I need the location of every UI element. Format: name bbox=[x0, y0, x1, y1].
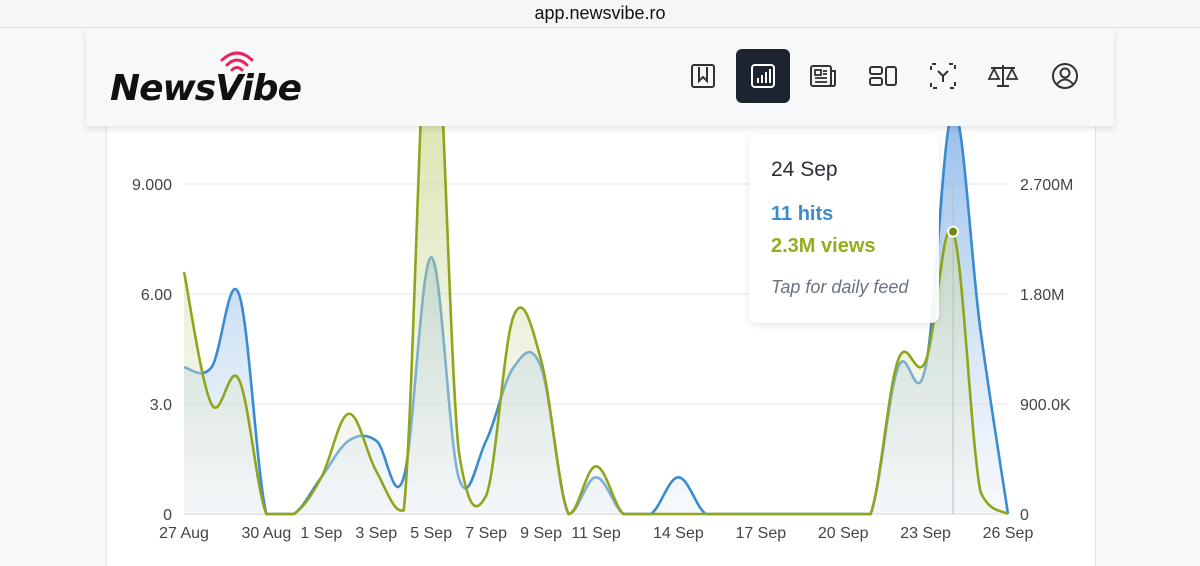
layout-icon bbox=[869, 66, 897, 86]
y-right-tick-label: 2.700M bbox=[1020, 177, 1073, 194]
address-bar[interactable]: app.newsvibe.ro bbox=[0, 0, 1200, 28]
nav-focus-button[interactable] bbox=[916, 49, 970, 103]
top-navbar: NewsVibe bbox=[86, 28, 1114, 126]
plot-area bbox=[182, 126, 1010, 516]
nav-layout-button[interactable] bbox=[856, 49, 910, 103]
x-tick-label: 1 Sep bbox=[300, 525, 342, 542]
bar-chart-icon bbox=[751, 64, 775, 88]
chart-tooltip[interactable]: 24 Sep 11 hits 2.3M views Tap for daily … bbox=[749, 134, 939, 323]
views-area bbox=[184, 126, 1008, 515]
x-tick-label: 5 Sep bbox=[410, 525, 452, 542]
x-tick-label: 14 Sep bbox=[653, 525, 704, 542]
user-icon bbox=[1052, 63, 1078, 89]
x-tick-label: 9 Sep bbox=[520, 525, 562, 542]
views-line bbox=[182, 126, 1009, 516]
scale-icon bbox=[987, 65, 1019, 87]
nav-news-button[interactable] bbox=[796, 49, 850, 103]
nav-bookmarks-button[interactable] bbox=[676, 49, 730, 103]
tooltip-hits: 11 hits bbox=[771, 203, 834, 225]
nav-balance-button[interactable] bbox=[976, 49, 1030, 103]
x-tick-label: 30 Aug bbox=[241, 525, 291, 542]
y-right-tick-label: 1.80M bbox=[1020, 287, 1064, 304]
y-left-tick-label: 9.000 bbox=[132, 177, 172, 194]
x-tick-label: 3 Sep bbox=[355, 525, 397, 542]
nav-account-button[interactable] bbox=[1038, 49, 1092, 103]
y-left-tick-label: 0 bbox=[163, 507, 172, 524]
brand-logo[interactable]: NewsVibe bbox=[110, 68, 302, 109]
bookmark-icon bbox=[691, 64, 715, 88]
y-right-tick-label: 0 bbox=[1020, 507, 1029, 524]
y-left-tick-label: 3.0 bbox=[150, 397, 172, 414]
x-tick-label: 23 Sep bbox=[900, 525, 951, 542]
y-left-tick-label: 6.00 bbox=[141, 287, 172, 304]
focus-frame-icon bbox=[930, 63, 956, 89]
tooltip-date: 24 Sep bbox=[771, 158, 838, 181]
y-right-tick-label: 900.0K bbox=[1020, 397, 1071, 414]
highlight-point bbox=[947, 225, 960, 238]
tooltip-views: 2.3M views bbox=[771, 235, 876, 257]
x-tick-label: 27 Aug bbox=[159, 525, 209, 542]
activity-chart[interactable]: 0 0 3.0 900.0K 6.00 1.80M 9.000 2.700M 27 Aug 30 … bbox=[0, 0, 1200, 552]
x-tick-label: 7 Sep bbox=[465, 525, 507, 542]
wifi-icon bbox=[220, 51, 254, 72]
x-tick-label: 20 Sep bbox=[818, 525, 869, 542]
x-tick-label: 26 Sep bbox=[983, 525, 1034, 542]
url-text: app.newsvibe.ro bbox=[534, 3, 666, 23]
x-tick-label: 17 Sep bbox=[735, 525, 786, 542]
tooltip-action-hint: Tap for daily feed bbox=[771, 277, 909, 297]
nav-stats-button[interactable] bbox=[736, 49, 790, 103]
newspaper-icon bbox=[810, 65, 836, 87]
x-tick-label: 11 Sep bbox=[571, 525, 621, 542]
